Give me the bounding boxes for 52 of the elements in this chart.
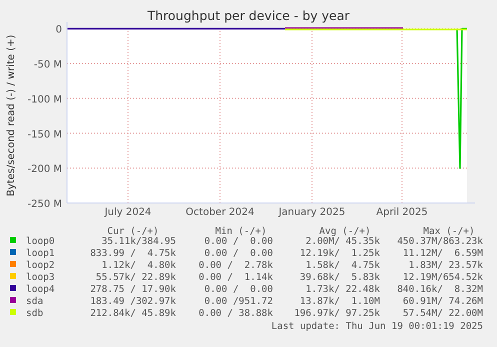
text: 12.19M/654.52k	[402, 272, 484, 283]
legend-label: loop4	[26, 284, 55, 295]
y-tick-label: -150 M	[27, 129, 62, 140]
text: 833.99 / 4.75k	[90, 248, 176, 259]
text: 55.57k/ 22.89k	[96, 272, 176, 283]
x-tick-label: October 2024	[186, 207, 254, 218]
legend-label: sda	[26, 296, 44, 307]
y-tick-label: -50 M	[34, 60, 62, 71]
text: 12.19k/ 1.25k	[300, 248, 380, 259]
text: 450.37M/863.23k	[397, 236, 484, 247]
text: 1.58k/ 4.75k	[306, 260, 380, 271]
text: 0.00 / 1.14k	[198, 272, 274, 283]
text: Last update: Thu Jun 19 00:01:19 2025	[271, 321, 483, 332]
text: 0.00 / 0.00	[204, 284, 274, 295]
text: 39.68k/ 5.83k	[300, 272, 380, 283]
text: Avg (-/+)	[319, 226, 371, 237]
text: 0.00 /951.72	[204, 296, 273, 307]
chart-title: Throughput per device - by year	[146, 8, 350, 23]
y-tick-label: -200 M	[27, 164, 62, 176]
text: 57.54M/ 22.00M	[402, 308, 484, 319]
y-tick-label: -100 M	[27, 94, 62, 106]
legend-label: loop0	[26, 236, 55, 247]
text: 212.84k/ 45.89k	[90, 308, 176, 319]
text: 196.97k/ 97.25k	[294, 308, 380, 319]
text: 0.00 / 0.00	[204, 248, 274, 259]
text: 1.83M/ 23.57k	[408, 260, 484, 271]
text: 1.73k/ 22.48k	[306, 284, 380, 295]
text: 60.91M/ 74.26M	[402, 296, 484, 307]
legend-label: loop3	[26, 272, 55, 283]
text: 2.00M/ 45.35k	[306, 236, 380, 247]
text: 0.00 / 2.78k	[198, 260, 274, 271]
text: 1.12k/ 4.80k	[102, 260, 176, 271]
text: 11.12M/ 6.59M	[402, 248, 484, 259]
text: 183.49 /302.97k	[90, 296, 176, 307]
y-axis-title: Bytes/second read (-) / write (+)	[6, 34, 17, 196]
text: 35.11k/384.95	[102, 236, 176, 247]
y-tick-label: 0	[56, 24, 62, 36]
x-tick-label: January 2025	[278, 207, 346, 218]
text: 0.00 / 38.88k	[198, 308, 274, 319]
x-tick-label: April 2025	[376, 207, 428, 218]
x-tick-label: July 2024	[104, 207, 152, 218]
legend-label: loop1	[26, 248, 55, 259]
text: 278.75 / 17.90k	[90, 284, 176, 295]
text: Min (-/+)	[215, 226, 267, 237]
text: 13.87k/ 1.10M	[300, 296, 380, 307]
text: Max (-/+)	[423, 226, 475, 237]
text: 0.00 / 0.00	[204, 236, 274, 247]
legend-label: sdb	[26, 308, 44, 319]
text: 840.16k/ 8.32M	[397, 284, 484, 295]
text: Cur (-/+)	[107, 226, 159, 237]
y-tick-label: -250 M	[27, 199, 62, 210]
legend-label: loop2	[26, 260, 55, 271]
